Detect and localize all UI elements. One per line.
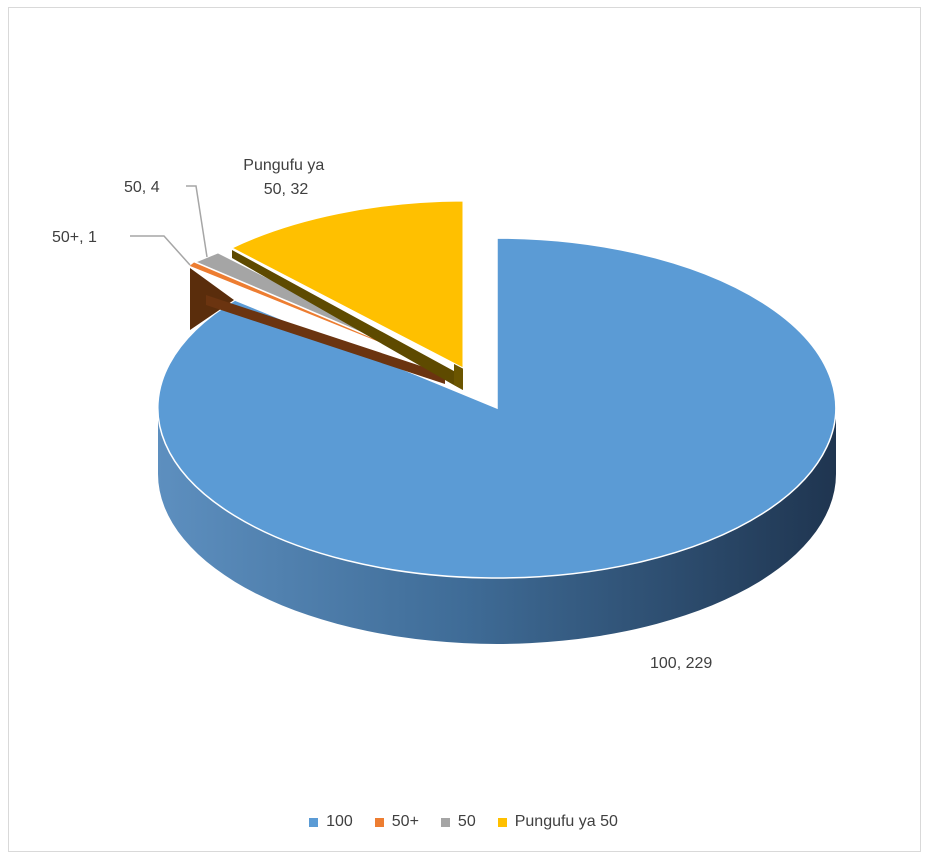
slice-side-100 [158,404,836,644]
leader-line-50 [186,185,208,258]
legend-item-pungufu-ya-50: Pungufu ya 50 [497,813,618,831]
legend-swatch-100 [309,817,319,827]
leader-line-50plus [130,235,191,266]
slice-pungufu-ya-50 [230,200,464,369]
legend-swatch-pungufu-ya-50 [497,817,507,827]
legend: 100 50+ 50 Pungufu ya 50 [0,813,927,831]
legend-label-100: 100 [326,813,353,830]
legend-label-50: 50 [457,813,476,830]
legend-label-50plus: 50+ [391,813,419,830]
legend-item-100: 100 [309,813,353,831]
legend-item-50: 50 [440,813,476,831]
legend-swatch-50 [440,817,450,827]
data-label-100: 100, 229 [650,655,712,672]
legend-item-50plus: 50+ [374,813,419,831]
slice-side-cluster-edge [206,295,445,384]
legend-label-pungufu-ya-50: Pungufu ya 50 [514,813,618,830]
slice-100 [157,237,837,579]
data-label-pungufu-ya-50: Pungufu ya 50, 32 [243,157,328,198]
legend-swatch-50plus [374,817,384,827]
data-label-50plus: 50+, 1 [52,229,97,246]
data-label-50: 50, 4 [124,179,160,196]
slice-side-pungufu [232,250,463,390]
